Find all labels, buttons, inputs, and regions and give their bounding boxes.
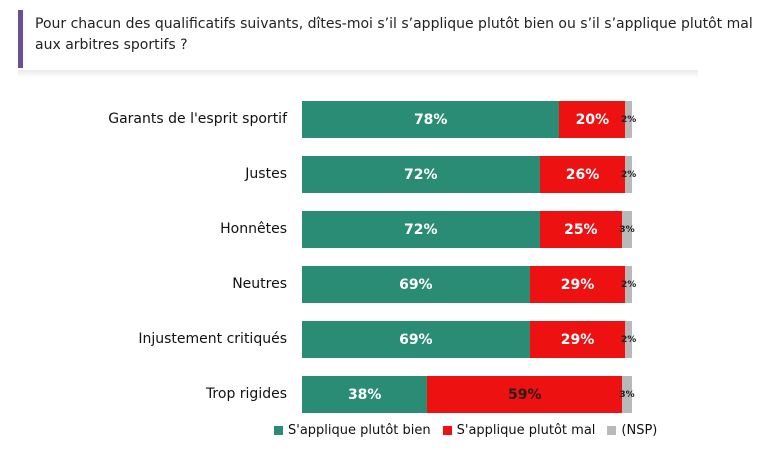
data-label-bien: 38% xyxy=(347,386,382,403)
category-label: Neutres xyxy=(232,276,287,292)
data-label-mal: 59% xyxy=(507,386,542,403)
bar-segment-nsp: 2% xyxy=(621,156,636,193)
data-label-nsp: 3% xyxy=(619,389,635,400)
data-label-bien: 78% xyxy=(413,111,448,128)
legend-swatch-bien xyxy=(274,426,283,435)
data-label-nsp: 3% xyxy=(619,224,635,235)
data-label-mal: 29% xyxy=(560,331,595,348)
question-accent-bar xyxy=(18,10,23,68)
bar-segment-mal: 59% xyxy=(427,376,623,413)
bar-segment-nsp: 2% xyxy=(621,321,636,358)
data-label-nsp: 2% xyxy=(621,334,637,345)
legend-swatch-mal xyxy=(442,426,452,435)
data-label-bien: 69% xyxy=(399,331,433,348)
data-label-nsp: 2% xyxy=(621,169,637,180)
chart-legend: S'applique plutôt bien S'applique plutôt… xyxy=(274,423,657,438)
bar-segment-mal: 29% xyxy=(529,321,626,358)
legend-swatch-nsp xyxy=(607,426,617,435)
legend-item-mal: S'applique plutôt mal xyxy=(442,423,596,438)
question-text: Pour chacun des qualificatifs suivants, … xyxy=(35,16,753,53)
bar-segment-mal: 25% xyxy=(539,211,623,248)
data-label-bien: 72% xyxy=(404,221,438,238)
header-divider-shadow xyxy=(18,70,698,78)
legend-item-nsp: (NSP) xyxy=(607,423,657,438)
data-label-mal: 20% xyxy=(575,111,610,128)
category-label: Garants de l'esprit sportif xyxy=(108,111,287,127)
bar-segment-bien: 72% xyxy=(302,156,540,193)
stacked-bar-chart: Garants de l'esprit sportif 78% 20% 2% Juste… xyxy=(0,90,770,420)
data-label-nsp: 2% xyxy=(621,279,637,290)
category-label: Justes xyxy=(245,166,287,182)
data-label-nsp: 2% xyxy=(621,114,637,125)
bar-segment-mal: 29% xyxy=(529,266,626,303)
bar-segment-nsp: 3% xyxy=(619,376,635,413)
bar-segment-mal: 20% xyxy=(559,101,626,138)
bar-segment-bien: 72% xyxy=(302,211,540,248)
bar-segment-bien: 69% xyxy=(302,321,530,358)
bar-segment-nsp: 2% xyxy=(621,101,636,138)
category-label: Trop rigides xyxy=(205,386,287,402)
category-label: Injustement critiqués xyxy=(138,331,287,347)
data-label-bien: 72% xyxy=(404,166,438,183)
legend-label-bien: S'applique plutôt bien xyxy=(288,423,431,438)
data-label-mal: 29% xyxy=(560,276,595,293)
legend-label-nsp: (NSP) xyxy=(621,423,658,438)
legend-label-mal: S'applique plutôt mal xyxy=(456,423,596,438)
bar-segment-bien: 38% xyxy=(302,376,428,413)
bar-segment-bien: 78% xyxy=(302,101,560,138)
data-label-mal: 25% xyxy=(564,221,598,238)
data-label-mal: 26% xyxy=(565,166,600,183)
bar-segment-mal: 26% xyxy=(539,156,626,193)
bar-segment-bien: 69% xyxy=(302,266,530,303)
bar-segment-nsp: 2% xyxy=(621,266,636,303)
data-label-bien: 69% xyxy=(399,276,433,293)
bar-segment-nsp: 3% xyxy=(619,211,635,248)
category-label: Honnêtes xyxy=(220,221,287,237)
legend-item-bien: S'applique plutôt bien xyxy=(274,423,431,438)
